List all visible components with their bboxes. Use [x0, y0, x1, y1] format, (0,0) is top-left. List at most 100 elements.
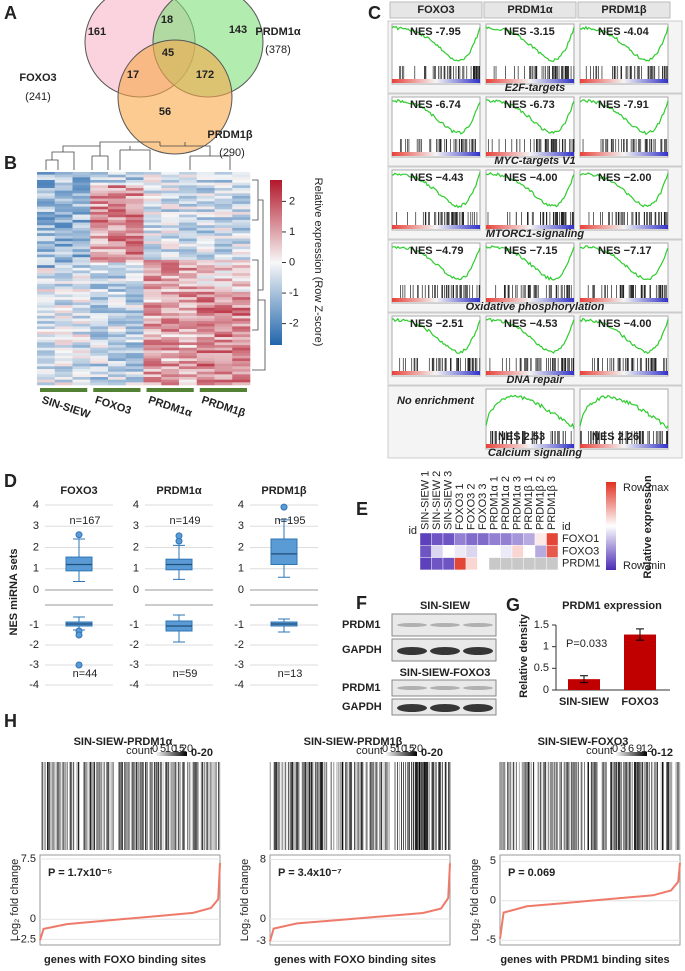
heatmap-cell	[125, 206, 144, 210]
count-label: count	[356, 745, 383, 757]
heatmap-cell	[214, 302, 233, 306]
heatmap-cell	[196, 355, 215, 359]
heatmap-cell	[232, 275, 251, 279]
heatmap-cell	[161, 259, 180, 263]
heatmap-cell	[54, 339, 73, 343]
enrichment-curve	[579, 25, 669, 62]
heatmap-cell	[161, 302, 180, 306]
heatmap-cell	[125, 289, 144, 293]
heatmap-cell	[161, 339, 180, 343]
heatmap-cell	[214, 379, 233, 383]
y-tick-label: -2	[234, 639, 244, 651]
heatmap-cell	[143, 350, 162, 354]
heatmap-cell	[232, 195, 251, 199]
heatmap-cell	[196, 201, 215, 205]
heatmap-cell	[54, 190, 73, 194]
heatmap-cell	[72, 201, 91, 205]
heatmap-cell	[179, 262, 198, 266]
heatmap-cell	[72, 347, 91, 351]
heatmap-cell	[511, 532, 524, 546]
heatmap-cell	[161, 363, 180, 367]
heatmap-cell	[214, 198, 233, 202]
heatmap-cell	[37, 299, 56, 303]
fold-change-curve	[269, 863, 451, 942]
heatmap-cell	[108, 201, 127, 205]
heatmap-cell	[108, 182, 127, 186]
heatmap-cell	[143, 227, 162, 231]
heatmap-cell	[143, 275, 162, 279]
heatmap-cell	[72, 177, 91, 181]
heatmap-cell	[179, 366, 198, 370]
heatmap-cell	[232, 235, 251, 239]
heatmap-cell	[108, 345, 127, 349]
heatmap-cell	[534, 545, 547, 558]
heatmap-cell	[37, 174, 56, 178]
heatmap-cell	[214, 318, 233, 322]
y-tick-label: 0.5	[534, 662, 549, 674]
heatmap-cell	[37, 345, 56, 349]
heatmap-cell	[232, 337, 251, 341]
heatmap-cell	[72, 323, 91, 327]
heatmap-cell	[90, 315, 109, 319]
heatmap-cell	[465, 545, 478, 558]
rank-bar	[486, 79, 574, 83]
heatmap-cell	[108, 310, 127, 314]
heatmap-cell	[454, 532, 467, 546]
heatmap-cell	[196, 289, 215, 293]
heatmap-cell	[54, 230, 73, 234]
heatmap-cell	[214, 214, 233, 218]
heatmap-cell	[143, 347, 162, 351]
heatmap-cell	[143, 233, 162, 237]
gsea-plot	[391, 23, 481, 85]
heatmap-cell	[90, 273, 109, 277]
blot-title: SIN-SIEW	[420, 600, 471, 612]
heatmap-cell	[125, 337, 144, 341]
heatmap-cell	[108, 297, 127, 301]
y-axis-label: Relative density	[518, 613, 530, 698]
heatmap-cell	[72, 174, 91, 178]
heatmap-cell	[179, 233, 198, 237]
heatmap-cell	[72, 371, 91, 375]
heatmap-cell	[546, 545, 559, 558]
heatmap-cell	[108, 371, 127, 375]
legend-min: Row min	[623, 560, 666, 572]
heatmap-cell	[143, 329, 162, 333]
heatmap-cell	[196, 310, 215, 314]
band-label: GAPDH	[342, 701, 382, 713]
plot-title: SIN-SIEW-PRDM1β	[304, 736, 403, 748]
heatmap-cell	[90, 254, 109, 258]
heatmap-cell	[196, 297, 215, 301]
heatmap-cell	[500, 557, 513, 571]
nes-label: NES −2.00	[598, 172, 652, 184]
heatmap-cell	[54, 326, 73, 330]
heatmap-cell	[534, 532, 547, 546]
heatmap-cell	[214, 283, 233, 287]
heatmap-cell	[143, 241, 162, 245]
heatmap-cell	[232, 219, 251, 223]
group-title: FOXO3	[60, 485, 97, 497]
heatmap-cell	[37, 275, 56, 279]
heatmap-cell	[54, 278, 73, 282]
heatmap-cell	[232, 185, 251, 189]
heatmap-cell	[214, 305, 233, 309]
heatmap-cell	[125, 241, 144, 245]
heatmap-cell	[179, 374, 198, 378]
heatmap-cell	[90, 275, 109, 279]
row-label: FOXO3	[562, 545, 599, 557]
column-label: FOXO3 1	[454, 484, 466, 530]
count-tick: 9	[636, 743, 642, 755]
heatmap-cell	[143, 217, 162, 221]
heatmap-cell	[161, 214, 180, 218]
heatmap-cell	[90, 331, 109, 335]
heatmap-cell	[161, 323, 180, 327]
heatmap-cell	[214, 294, 233, 298]
heatmap-cell	[54, 201, 73, 205]
heatmap-cell	[72, 291, 91, 295]
n-label: n=59	[173, 668, 198, 680]
y-tick-label: 0	[260, 913, 266, 925]
heatmap-cell	[125, 174, 144, 178]
heatmap-cell	[179, 222, 198, 226]
heatmap-cell	[125, 225, 144, 229]
heatmap-cell	[108, 267, 127, 271]
heatmap-cell	[143, 193, 162, 197]
